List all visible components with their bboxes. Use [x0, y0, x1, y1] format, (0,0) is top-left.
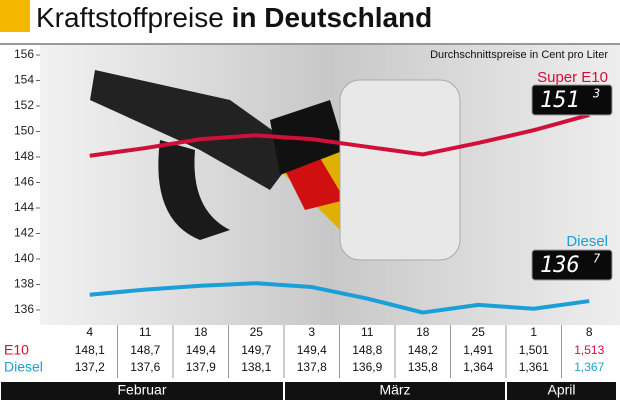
- y-tick-label: 152: [14, 98, 34, 112]
- table-value: 137,2: [75, 360, 105, 374]
- display-sup: 7: [593, 252, 601, 266]
- series-line: [89, 281, 590, 315]
- legend-label: Super E10: [537, 69, 608, 86]
- y-tick-label: 144: [14, 200, 34, 214]
- table-value: 135,8: [408, 360, 438, 374]
- table-value: 148,8: [352, 343, 382, 357]
- display-sup: 3: [592, 87, 600, 101]
- table-value: 138,1: [241, 360, 271, 374]
- table-value: 149,7: [241, 343, 271, 357]
- y-tick-label: 140: [14, 251, 34, 265]
- price-display: 136 7: [531, 249, 613, 281]
- price-display: 151 3: [531, 84, 613, 116]
- pump-illustration: [90, 70, 461, 261]
- x-tick-label: 3: [308, 325, 315, 339]
- y-tick-label: 154: [14, 73, 34, 87]
- table-value: 1,491: [463, 343, 493, 357]
- month-bar: [507, 382, 616, 400]
- x-tick-label: 8: [586, 325, 593, 339]
- y-tick-label: 150: [14, 124, 34, 138]
- y-tick-label: 142: [14, 226, 34, 240]
- legend-label: Diesel: [566, 233, 608, 250]
- table-value: 1,364: [463, 360, 493, 374]
- table-value: 149,4: [186, 343, 216, 357]
- table-value: 137,6: [130, 360, 160, 374]
- month-label: April: [547, 382, 575, 398]
- y-tick-label: 138: [14, 277, 34, 291]
- month-label: Februar: [117, 382, 166, 398]
- table-value: 1,361: [519, 360, 549, 374]
- y-tick-label: 156: [14, 47, 34, 61]
- table-value: 148,7: [130, 343, 160, 357]
- y-tick-label: 146: [14, 175, 34, 189]
- display-box: [531, 84, 613, 116]
- display-main: 136: [540, 253, 580, 278]
- display-main: 151: [540, 88, 580, 113]
- subtitle: Durchschnittspreise in Cent pro Liter: [430, 49, 608, 61]
- x-tick-label: 4: [86, 325, 93, 339]
- month-bar: [285, 382, 505, 400]
- table-value: 148,2: [408, 343, 438, 357]
- x-tick-label: 18: [194, 325, 208, 339]
- x-tick-label: 18: [416, 325, 430, 339]
- series-line: [89, 112, 590, 158]
- y-tick-label: 148: [14, 149, 34, 163]
- x-tick-label: 1: [530, 325, 537, 339]
- table-value: 1,513: [574, 343, 604, 357]
- table-value: 148,1: [75, 343, 105, 357]
- table-value: 1,501: [519, 343, 549, 357]
- table-value: 1,367: [574, 360, 604, 374]
- table-background: [0, 325, 620, 381]
- x-tick-label: 25: [250, 325, 264, 339]
- x-tick-label: 11: [361, 325, 374, 339]
- row-label: Diesel: [4, 359, 43, 375]
- row-label: E10: [4, 342, 29, 358]
- table-value: 149,4: [297, 343, 327, 357]
- y-tick-label: 136: [14, 302, 34, 316]
- logo-box: [0, 0, 30, 32]
- x-tick-label: 25: [472, 325, 486, 339]
- display-box: [531, 249, 613, 281]
- table-value: 137,8: [297, 360, 327, 374]
- chart-title: Kraftstoffpreise in Deutschland: [36, 2, 432, 33]
- x-tick-label: 11: [139, 325, 152, 339]
- month-label: März: [379, 382, 410, 398]
- month-bar: [1, 382, 283, 400]
- table-value: 136,9: [352, 360, 382, 374]
- table-value: 137,9: [186, 360, 216, 374]
